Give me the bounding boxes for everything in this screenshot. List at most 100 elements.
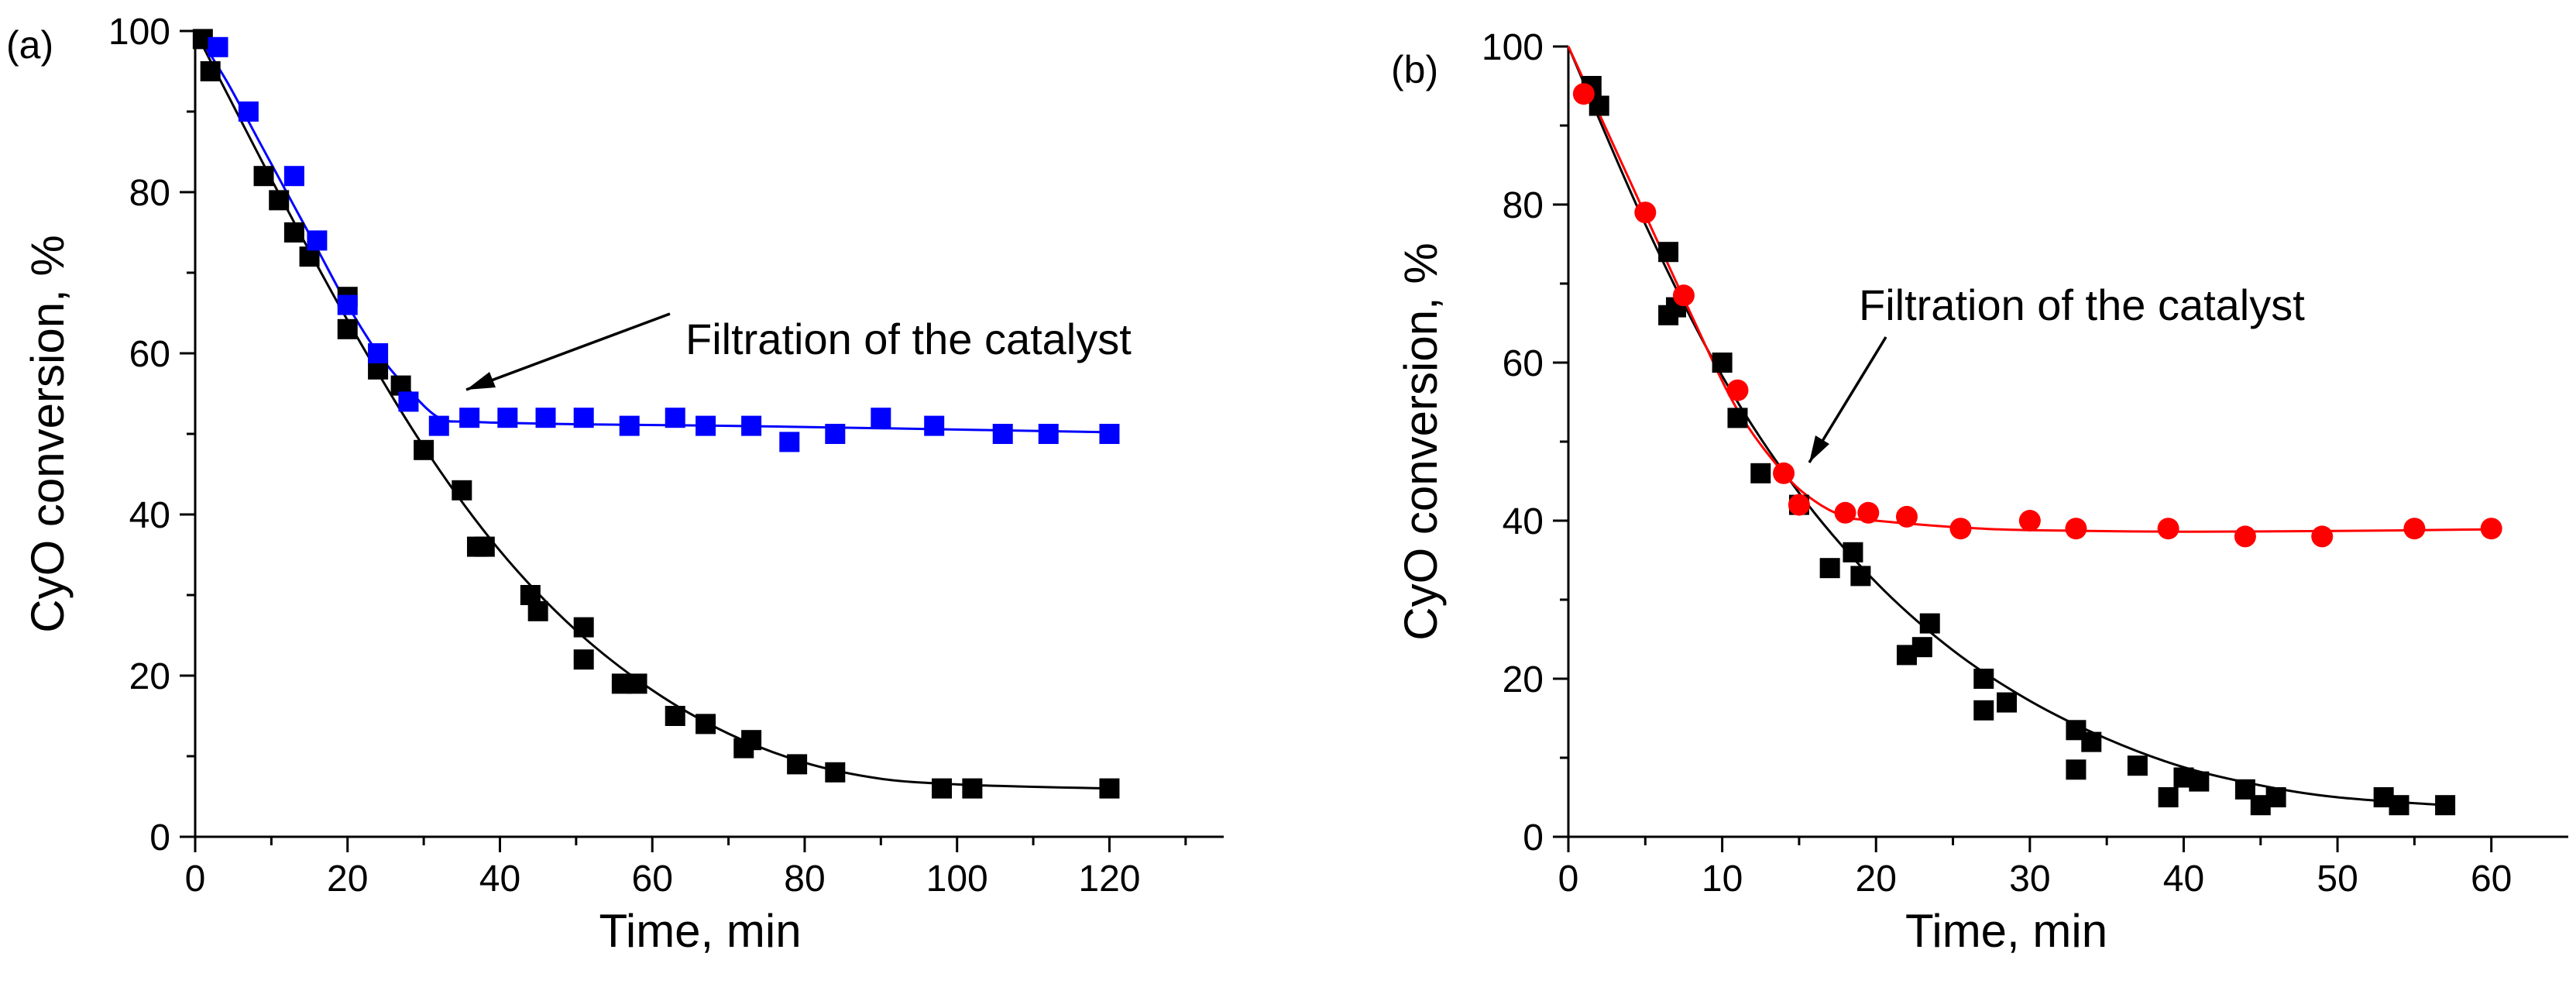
panel-a-black-squares-point bbox=[627, 673, 647, 694]
panel-a-blue-squares-point bbox=[368, 343, 389, 363]
panel-b-x-tick-label: 20 bbox=[1856, 858, 1897, 900]
panel-a-black-squares-point bbox=[337, 318, 358, 339]
panel-b-red-circles-point bbox=[2311, 525, 2334, 548]
panel-a-blue-squares-point bbox=[238, 101, 259, 122]
panel-b-x-tick-label: 0 bbox=[1558, 858, 1579, 900]
panel-a-black-squares-fit-line bbox=[194, 30, 1110, 790]
panel-b-x-tick-label: 50 bbox=[2317, 858, 2358, 900]
panel-a-x-tick-label: 60 bbox=[632, 858, 673, 900]
panel-b-y-tick-label: 0 bbox=[1523, 817, 1544, 858]
panel-b-red-circles-point bbox=[1857, 501, 1880, 524]
panel-b-red-circles-point bbox=[2480, 518, 2502, 540]
panel-a-blue-squares-point bbox=[924, 415, 945, 436]
panel-a-y-axis-title: CyO conversion, % bbox=[22, 235, 74, 633]
panel-b-red-circles-point bbox=[1773, 462, 1795, 484]
panel-a-black-squares-point bbox=[696, 714, 716, 735]
panel-a-label: (a) bbox=[6, 23, 53, 67]
panel-a-black-squares-point bbox=[527, 600, 548, 621]
panel-a-y-tick-label: 40 bbox=[129, 495, 170, 536]
panel-b-black-squares-point bbox=[2265, 787, 2286, 807]
panel-b-label: (b) bbox=[1391, 48, 1438, 91]
panel-b-red-circles-point bbox=[1672, 284, 1695, 307]
panel-a-black-squares-point bbox=[452, 480, 472, 501]
panel-b-axes bbox=[1567, 46, 2568, 838]
panel-a-blue-squares-point bbox=[535, 408, 556, 428]
panel-b-black-squares-point bbox=[1973, 669, 1994, 689]
panel-a-black-squares-point bbox=[573, 617, 594, 638]
panel-a-annotation-arrow-head bbox=[466, 372, 496, 390]
panel-a-blue-squares-point bbox=[459, 408, 480, 428]
panel-a-blue-squares-point bbox=[428, 415, 449, 436]
panel-a-black-squares-point bbox=[962, 778, 983, 799]
panel-a-blue-squares-point bbox=[398, 391, 419, 412]
panel-a-blue-squares-point bbox=[307, 230, 328, 251]
panel-b-black-squares-point bbox=[1911, 637, 1932, 658]
panel-a-x-axis-title: Time, min bbox=[599, 905, 801, 957]
panel-b-black-squares-point bbox=[1850, 566, 1871, 587]
panel-a-blue-squares-point bbox=[573, 408, 594, 428]
panel-a-x-tick-label: 80 bbox=[784, 858, 825, 900]
panel-a-blue-squares-point bbox=[779, 432, 800, 452]
panel-a-chart: (a) Filtration of the catalyst 0 20 40 60 80… bbox=[6, 12, 1224, 957]
panel-b-y-tick-label: 40 bbox=[1503, 501, 1544, 542]
panel-a-blue-squares-point bbox=[619, 415, 640, 436]
panel-a-black-squares-point bbox=[1099, 778, 1120, 799]
panel-a-annotation-text: Filtration of the catalyst bbox=[685, 315, 1132, 363]
panel-a-black-squares-point bbox=[932, 778, 953, 799]
panel-b-x-tick-label: 60 bbox=[2471, 858, 2512, 900]
panel-b-black-squares-point bbox=[2081, 731, 2102, 752]
panel-a-y-tick-label: 80 bbox=[129, 173, 170, 214]
panel-b-red-circles-point bbox=[1572, 83, 1595, 105]
panel-a-black-squares-point bbox=[825, 762, 846, 783]
panel-a-blue-squares-point bbox=[665, 408, 685, 428]
panel-a-black-squares-point bbox=[787, 754, 808, 775]
panel-a-black-squares-point bbox=[665, 706, 685, 726]
panel-b-y-tick-label: 80 bbox=[1503, 185, 1544, 226]
panel-b-red-circles-point bbox=[1949, 518, 1972, 540]
panel-b-annotation-text: Filtration of the catalyst bbox=[1859, 280, 2305, 329]
panel-a-blue-squares-point bbox=[283, 166, 304, 187]
panel-a-x-tick-label: 40 bbox=[479, 858, 520, 900]
panel-a-blue-squares-point bbox=[741, 415, 762, 436]
panel-b-black-squares-point bbox=[2389, 795, 2409, 816]
panel-b-black-squares-point bbox=[2435, 795, 2456, 816]
panel-a-y-tick-label: 100 bbox=[108, 12, 170, 53]
panel-b-black-squares-point bbox=[1727, 408, 1748, 428]
panel-b-x-tick-label: 30 bbox=[2009, 858, 2050, 900]
panel-a-blue-squares-point bbox=[1038, 424, 1059, 444]
panel-b-x-tick-label: 10 bbox=[1702, 858, 1743, 900]
panel-a-annotation-arrow-line bbox=[465, 312, 671, 391]
panel-a-y-tick-label: 60 bbox=[129, 334, 170, 375]
panel-b-red-circles-point bbox=[1634, 201, 1657, 224]
panel-b-y-tick-label: 100 bbox=[1482, 27, 1544, 68]
panel-b-red-circles-point bbox=[2065, 518, 2087, 540]
panel-b-red-circles-point bbox=[2403, 518, 2426, 540]
panel-b-black-squares-point bbox=[1919, 613, 1940, 634]
panel-a-black-squares-point bbox=[253, 166, 274, 187]
panel-a-black-squares-point bbox=[283, 222, 304, 243]
panel-a-blue-squares-point bbox=[825, 424, 846, 444]
panel-a-black-squares-point bbox=[474, 536, 495, 557]
panel-b-chart: (b) Filtration of the catalyst 0 10 20 30 40… bbox=[1391, 27, 2568, 957]
panel-b-black-squares-point bbox=[1658, 242, 1679, 263]
panel-a-x-tick-label: 20 bbox=[327, 858, 368, 900]
panel-b-y-tick-label: 20 bbox=[1503, 659, 1544, 700]
panel-b-red-circles-point bbox=[2234, 525, 2256, 548]
panel-b-y-axis-title: CyO conversion, % bbox=[1395, 243, 1447, 641]
panel-a-y-tick-label: 0 bbox=[149, 817, 170, 858]
panel-b-black-squares-point bbox=[2127, 755, 2148, 776]
panel-a-y-tick-label: 20 bbox=[129, 656, 170, 697]
panel-b-black-squares-point bbox=[1750, 463, 1771, 483]
panel-b-y-tick-label: 60 bbox=[1503, 343, 1544, 384]
panel-a-blue-squares-point bbox=[1099, 424, 1120, 444]
panel-b-black-squares-point bbox=[1843, 542, 1863, 563]
panel-a-black-squares-point bbox=[414, 439, 434, 460]
panel-a-blue-squares-fit-line bbox=[194, 30, 1110, 434]
panel-b-black-squares-point bbox=[1712, 353, 1733, 373]
panel-b-red-circles-point bbox=[2157, 518, 2179, 540]
panel-a-black-squares-point bbox=[741, 730, 762, 751]
panel-b-annotation-arrow-head bbox=[1809, 435, 1829, 463]
panel-a-x-tick-label: 100 bbox=[926, 858, 988, 900]
panel-a-black-squares-point bbox=[269, 190, 290, 211]
